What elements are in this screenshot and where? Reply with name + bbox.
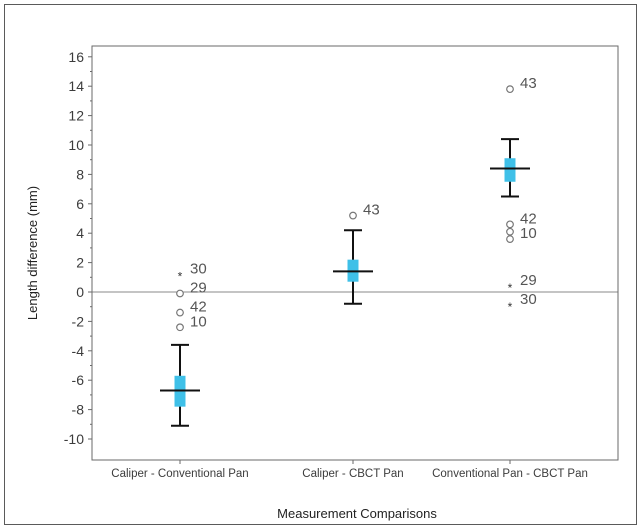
extreme-outlier-star: *	[178, 269, 183, 283]
outlier-circle	[349, 211, 357, 220]
y-tick-label: 14	[68, 78, 84, 94]
y-tick-label: 16	[68, 49, 84, 65]
extreme-outlier-star: *	[508, 300, 513, 314]
outlier-case-label: 10	[520, 225, 537, 242]
outlier-case-label: 42	[190, 299, 207, 316]
y-tick-label: 10	[68, 137, 84, 153]
outlier-case-label: 30	[520, 291, 537, 308]
y-tick-label: 2	[76, 255, 84, 271]
outlier-case-label: 10	[190, 313, 207, 330]
y-axis-ticks: 16 14 12 10 8 6 4 2 0 -2 -4 -6 -8 -10	[64, 49, 92, 447]
outlier-circle	[506, 85, 514, 94]
outlier-case-label: 42	[520, 210, 537, 227]
x-category-label: Caliper - CBCT Pan	[302, 468, 403, 480]
outlier-circle	[506, 227, 514, 236]
y-tick-label: 8	[76, 166, 84, 182]
y-tick-label: -2	[72, 313, 85, 329]
y-tick-label: 0	[76, 284, 84, 300]
x-axis-title: Measurement Comparisons	[277, 506, 437, 521]
axes	[91, 45, 619, 461]
outlier-circle	[176, 308, 184, 317]
interquartile-box	[504, 158, 516, 182]
outlier-case-label: 29	[190, 279, 207, 296]
x-category-label: Conventional Pan - CBCT Pan	[432, 468, 588, 480]
outlier-case-label: 30	[190, 260, 207, 277]
extreme-outlier-star: *	[508, 281, 513, 295]
y-tick-label: -8	[72, 402, 85, 418]
y-tick-label: 12	[68, 108, 84, 124]
y-tick-label: 4	[76, 225, 84, 241]
x-category-label: Caliper - Conventional Pan	[111, 468, 248, 480]
chart-frame	[4, 4, 637, 525]
y-axis-title: Length difference (mm)	[25, 186, 40, 320]
outlier-circle	[176, 323, 184, 332]
outlier-circle	[506, 235, 514, 243]
y-tick-label: -10	[64, 431, 84, 447]
outlier-case-label: 43	[363, 202, 380, 219]
outlier-case-label: 43	[520, 75, 537, 92]
outlier-circle	[176, 289, 184, 298]
x-axis-categories: Caliper - Conventional Pan Caliper - CBCT…	[111, 460, 588, 480]
y-tick-label: 6	[76, 196, 84, 212]
outlier-case-label: 29	[520, 272, 537, 289]
box-group: 43	[333, 202, 380, 305]
plot-area-border	[91, 45, 619, 461]
y-tick-label: -4	[72, 343, 85, 359]
y-tick-label: -6	[72, 372, 85, 388]
outlier-circle	[506, 220, 514, 229]
